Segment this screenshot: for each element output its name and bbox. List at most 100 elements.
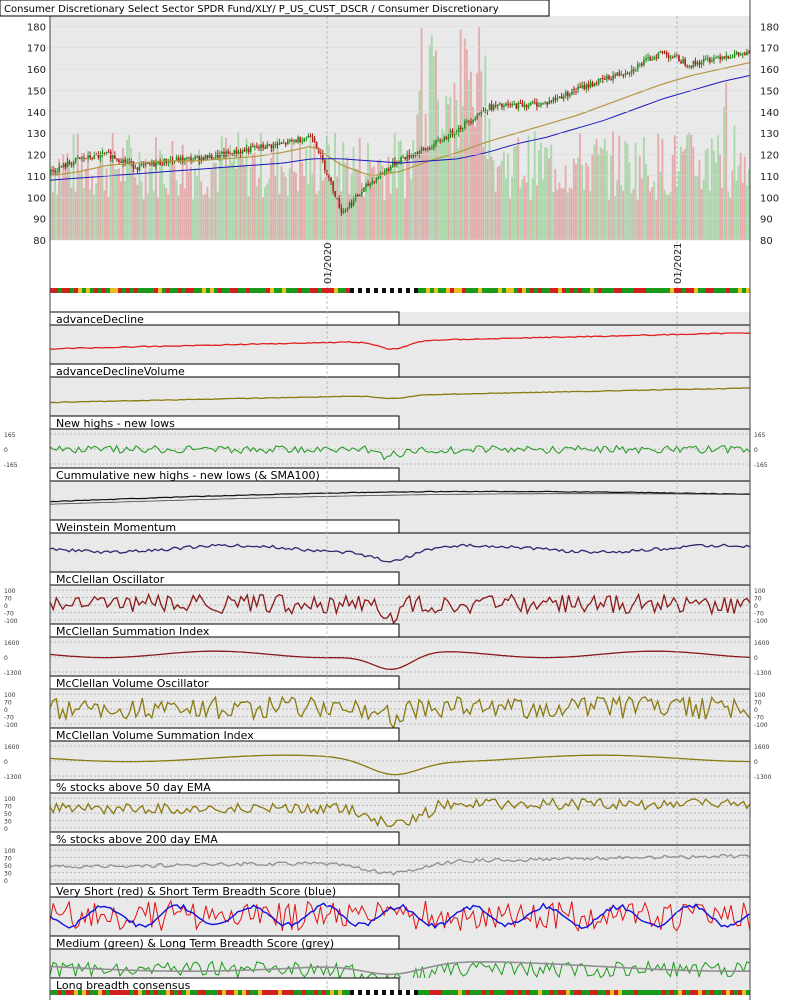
strip-cell	[702, 288, 707, 293]
strip-cell	[190, 288, 195, 293]
volume-bar	[299, 140, 301, 240]
price-candle	[305, 137, 308, 139]
volume-bar	[620, 185, 623, 240]
panel-tick-left: -70	[4, 611, 14, 618]
volume-bar	[286, 195, 289, 240]
strip-cell	[114, 990, 119, 995]
volume-bar	[531, 177, 534, 240]
strip-cell	[202, 990, 207, 995]
price-candle	[610, 79, 612, 81]
strip-cell	[742, 990, 747, 995]
price-candle	[346, 207, 349, 210]
volume-bar	[241, 147, 244, 240]
price-candle	[700, 62, 703, 65]
volume-bar	[595, 138, 598, 240]
price-tick-right: 180	[760, 22, 779, 33]
price-candle	[120, 161, 122, 163]
strip-cell	[346, 990, 351, 995]
price-candle	[375, 177, 378, 183]
strip-cell	[226, 288, 231, 293]
strip-cell	[630, 990, 635, 995]
price-candle	[420, 148, 423, 152]
volume-bar	[290, 136, 293, 240]
strip-cell	[690, 990, 695, 995]
strip-cell	[594, 990, 599, 995]
volume-bar	[183, 188, 186, 240]
panel-line	[49, 332, 751, 350]
price-candle	[237, 151, 240, 155]
strip-cell	[382, 288, 387, 293]
strip-cell	[574, 288, 579, 293]
strip-cell	[374, 990, 379, 995]
volume-bar	[710, 138, 713, 240]
strip-cell	[430, 990, 435, 995]
volume-bar	[352, 147, 355, 240]
volume-bar	[507, 153, 509, 240]
price-candle	[188, 157, 190, 159]
price-candle	[126, 162, 129, 164]
volume-bar	[72, 134, 75, 240]
volume-bar	[529, 199, 532, 240]
volume-bar	[323, 177, 326, 240]
volume-bar	[107, 196, 110, 240]
price-tick-right: 100	[760, 193, 779, 204]
price-candle	[478, 113, 481, 116]
strip-cell	[554, 990, 559, 995]
volume-bar	[295, 172, 297, 240]
price-candle	[367, 184, 369, 186]
volume-bar	[185, 156, 188, 240]
price-candle	[93, 154, 96, 159]
strip-cell	[54, 990, 59, 995]
price-candle	[256, 146, 258, 148]
price-candle	[309, 135, 312, 137]
price-candle	[181, 157, 184, 162]
panel-tick-right: 1600	[754, 744, 769, 751]
strip-cell	[366, 990, 371, 995]
price-candle	[167, 162, 170, 164]
volume-bar	[459, 29, 462, 241]
strip-cell	[498, 990, 503, 995]
price-tick-right: 160	[760, 65, 779, 76]
volume-bar	[210, 169, 213, 240]
strip-cell	[654, 288, 659, 293]
price-candle	[136, 167, 139, 171]
strip-cell	[326, 288, 331, 293]
strip-cell	[118, 990, 123, 995]
price-candle	[247, 148, 250, 152]
price-candle	[702, 58, 705, 63]
volume-bar	[747, 169, 750, 240]
volume-bar	[218, 153, 221, 240]
strip-cell	[198, 990, 203, 995]
price-candle	[490, 104, 493, 110]
volume-bar	[255, 185, 258, 240]
price-candle	[216, 153, 219, 158]
strip-cell	[594, 288, 599, 293]
strip-cell	[94, 990, 99, 995]
price-candle	[731, 57, 734, 59]
price-candle	[379, 173, 382, 178]
volume-bar	[233, 155, 236, 240]
price-candle	[60, 166, 63, 168]
volume-bar	[319, 158, 322, 240]
price-candle	[531, 102, 534, 104]
panel-tick-right: -1300	[754, 670, 772, 677]
price-candle	[651, 59, 654, 61]
strip-cell	[318, 288, 323, 293]
panel-title: Cummulative new highs - new lows (& SMA1…	[56, 469, 320, 482]
price-candle	[589, 82, 592, 88]
volume-bar	[597, 153, 600, 240]
price-candle	[149, 163, 151, 165]
volume-bar	[52, 191, 54, 240]
strip-cell	[234, 288, 239, 293]
strip-cell	[518, 990, 523, 995]
strip-cell	[206, 288, 211, 293]
strip-cell	[682, 288, 687, 293]
strip-cell	[538, 990, 543, 995]
volume-bar	[494, 191, 497, 240]
strip-cell	[154, 990, 159, 995]
price-candle	[385, 168, 388, 172]
strip-cell	[346, 288, 351, 293]
panel-line	[49, 960, 751, 976]
price-tick-right: 170	[760, 44, 779, 55]
strip-cell	[710, 990, 715, 995]
